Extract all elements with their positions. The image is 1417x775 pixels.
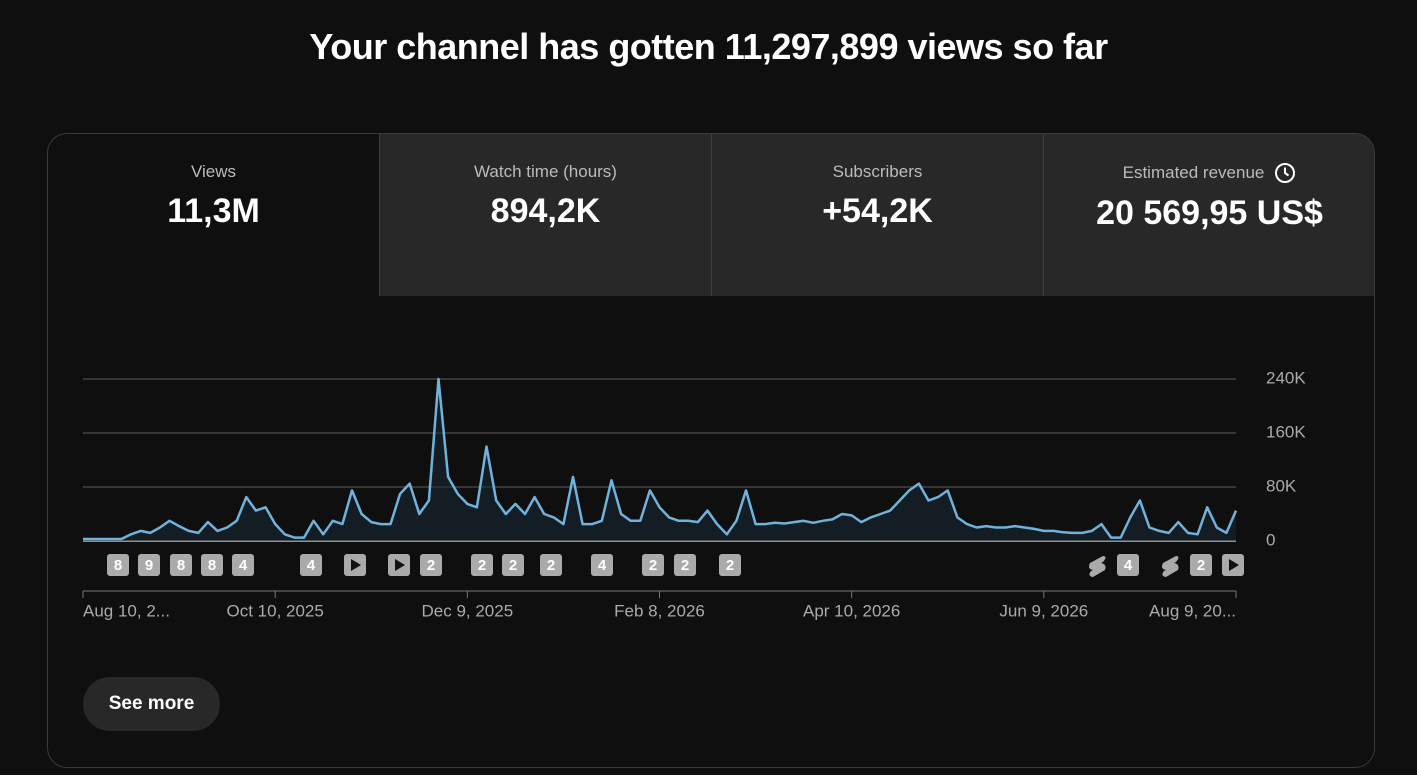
marker-box	[107, 554, 129, 576]
video-marker[interactable]	[388, 554, 410, 576]
marker-box	[591, 554, 613, 576]
page-title: Your channel has gotten 11,297,899 views…	[309, 26, 1108, 67]
marker-label: 2	[427, 557, 435, 574]
marker-label: 2	[547, 557, 555, 574]
video-marker[interactable]: 9	[138, 554, 160, 576]
line	[83, 377, 1238, 541]
x-tick-label: Apr 10, 2026	[803, 601, 900, 620]
marker-box	[300, 554, 322, 576]
shorts-icon	[1089, 556, 1106, 577]
marker-label: 8	[177, 557, 185, 574]
marker-label: 4	[307, 557, 316, 574]
tab[interactable]: Subscribers +54,2K	[711, 134, 1043, 296]
video-marker[interactable]: 4	[591, 554, 613, 576]
tab-label-text: Subscribers	[832, 162, 923, 181]
video-marker[interactable]: 8	[170, 554, 192, 576]
shorts-icon	[1162, 556, 1179, 577]
tab[interactable]: Estimated revenue 20 569,95 US$	[1043, 134, 1374, 296]
marker-box	[1190, 554, 1212, 576]
tab-label: Watch time (hours)	[380, 162, 711, 182]
x-tick-label: Dec 9, 2025	[421, 601, 513, 620]
shorts-marker[interactable]	[1089, 556, 1106, 577]
marker-label: 4	[239, 557, 248, 574]
tab[interactable]: Watch time (hours) 894,2K	[379, 134, 711, 296]
tab-label-text: Estimated revenue	[1122, 163, 1265, 182]
x-tick-label: Feb 8, 2026	[614, 601, 705, 620]
marker-box	[502, 554, 524, 576]
marker-box	[719, 554, 741, 576]
marker-box	[540, 554, 562, 576]
clock-icon[interactable]	[1274, 162, 1296, 184]
video-marker[interactable]: 2	[502, 554, 524, 576]
tab-label: Estimated revenue	[1044, 162, 1374, 184]
video-marker[interactable]: 2	[540, 554, 562, 576]
y-tick-label: 160K	[1266, 422, 1306, 441]
see-more-button[interactable]: See more	[83, 677, 220, 731]
tab-value: 894,2K	[490, 192, 601, 230]
tab-value: 11,3M	[167, 192, 260, 230]
marker-label: 2	[726, 557, 734, 574]
tab-value: 20 569,95 US$	[1096, 194, 1323, 232]
y-tick-label: 240K	[1266, 368, 1306, 387]
x-tick-label: Aug 10, 2...	[83, 601, 170, 620]
x-tick-label: Jun 9, 2026	[999, 601, 1088, 620]
marker-box	[471, 554, 493, 576]
x-tick-label: Aug 9, 20...	[1149, 601, 1236, 620]
y-tick-label: 0	[1266, 530, 1275, 549]
video-marker[interactable]: 8	[107, 554, 129, 576]
analytics-card: Views 11,3M Watch time (hours) 894,2K Su…	[47, 133, 1375, 768]
play-icon	[395, 559, 405, 571]
video-marker[interactable]: 2	[1190, 554, 1212, 576]
tab-label: Views	[48, 162, 379, 182]
marker-label: 2	[509, 557, 517, 574]
marker-label: 2	[681, 557, 689, 574]
play-icon	[351, 559, 361, 571]
marker-box	[1117, 554, 1139, 576]
marker-box	[642, 554, 664, 576]
tab-label-text: Views	[190, 162, 237, 181]
video-marker[interactable]: 4	[300, 554, 322, 576]
video-marker[interactable]: 2	[471, 554, 493, 576]
video-marker[interactable]: 2	[420, 554, 442, 576]
marker-label: 8	[114, 557, 122, 574]
marker-label: 2	[1197, 557, 1205, 574]
video-marker[interactable]: 4	[1117, 554, 1139, 576]
video-marker[interactable]	[344, 554, 366, 576]
video-marker[interactable]: 8	[201, 554, 223, 576]
marker-box	[201, 554, 223, 576]
marker-label: 8	[208, 557, 216, 574]
y-tick-label: 80K	[1266, 476, 1297, 495]
marker-box	[420, 554, 442, 576]
play-icon	[1229, 559, 1239, 571]
marker-label: 4	[598, 557, 607, 574]
video-marker[interactable]	[1222, 554, 1244, 576]
marker-box	[232, 554, 254, 576]
marker-label: 2	[649, 557, 657, 574]
video-marker[interactable]: 2	[719, 554, 741, 576]
video-marker[interactable]: 2	[642, 554, 664, 576]
tab-label-text: Watch time (hours)	[474, 162, 617, 181]
tab-label: Subscribers	[712, 162, 1043, 182]
marker-box	[674, 554, 696, 576]
marker-label: 9	[145, 557, 153, 574]
marker-label: 4	[1124, 557, 1133, 574]
area	[83, 379, 1236, 541]
marker-box	[138, 554, 160, 576]
marker-box	[170, 554, 192, 576]
shorts-marker[interactable]	[1162, 556, 1179, 577]
video-marker[interactable]: 2	[674, 554, 696, 576]
video-marker[interactable]: 4	[232, 554, 254, 576]
tab-value: +54,2K	[822, 192, 933, 230]
marker-label: 2	[478, 557, 486, 574]
tab[interactable]: Views 11,3M	[48, 134, 379, 296]
x-tick-label: Oct 10, 2025	[226, 601, 323, 620]
